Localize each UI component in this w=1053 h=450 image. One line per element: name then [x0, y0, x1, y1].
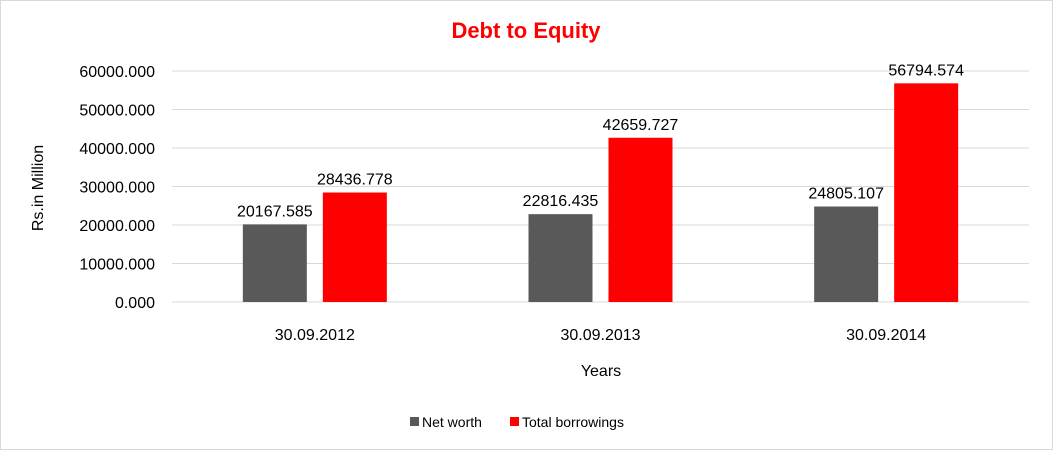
gridlines [172, 70, 1029, 303]
y-tick-label: 30000.000 [79, 180, 155, 197]
y-tick-label: 20000.000 [79, 218, 155, 235]
legend-label: Net worth [422, 414, 482, 430]
legend-swatch [510, 417, 519, 426]
y-tick-label: 40000.000 [79, 141, 155, 158]
y-tick-label: 60000.000 [79, 64, 155, 81]
data-label: 20167.585 [237, 203, 313, 220]
y-tick-label: 0.000 [115, 295, 155, 312]
y-tick-label: 10000.000 [79, 257, 155, 274]
data-label: 24805.107 [808, 186, 884, 203]
y-axis-label: Rs.in Million [30, 145, 47, 231]
x-tick-label: 30.09.2012 [275, 327, 355, 344]
bars [242, 83, 959, 303]
bar-net-worth [814, 206, 879, 302]
x-axis-label: Years [581, 363, 621, 380]
legend: Net worth Total borrowings [410, 414, 624, 430]
chart-title: Debt to Equity [451, 18, 601, 43]
x-tick-label: 30.09.2014 [846, 327, 926, 344]
legend-swatch [410, 417, 419, 426]
bar-total-borrowings [894, 83, 959, 303]
bar-total-borrowings [322, 192, 387, 302]
y-tick-label: 50000.000 [79, 103, 155, 120]
x-axis-ticks: 30.09.2012 30.09.2013 30.09.2014 [275, 327, 927, 344]
data-label: 56794.574 [888, 62, 964, 79]
bar-net-worth [242, 224, 307, 302]
x-tick-label: 30.09.2013 [560, 327, 640, 344]
bar-total-borrowings [608, 137, 673, 302]
bar-net-worth [528, 214, 593, 302]
data-label: 22816.435 [523, 193, 599, 210]
legend-label: Total borrowings [522, 414, 624, 430]
data-label: 42659.727 [603, 117, 679, 134]
y-axis-ticks: 0.000 10000.000 20000.000 30000.000 40000.00… [79, 64, 155, 312]
data-label: 28436.778 [317, 172, 393, 189]
